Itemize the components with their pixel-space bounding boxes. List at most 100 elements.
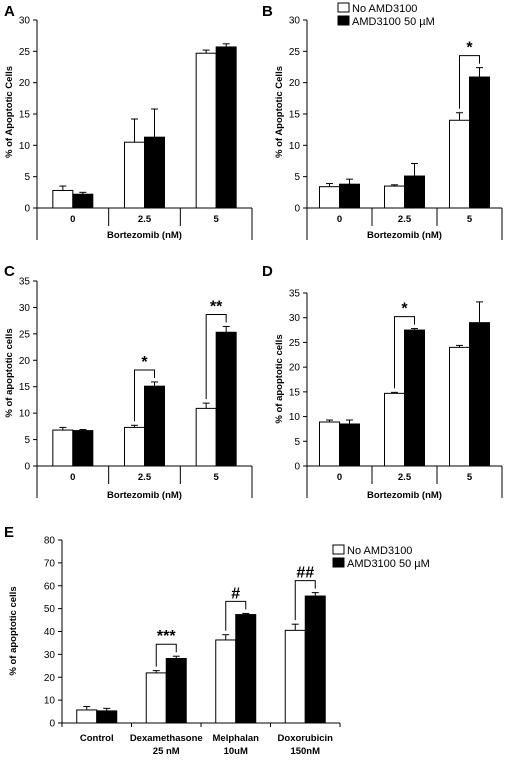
bar-no-amd	[319, 186, 340, 209]
bar-no-amd	[195, 52, 217, 209]
y-tick-label: 30	[289, 16, 301, 27]
x-category-label: 0	[70, 214, 75, 225]
y-tick-label: 15	[19, 382, 31, 393]
bar-no-amd	[52, 429, 74, 467]
y-tick-label: 10	[289, 412, 301, 423]
x-axis-title: Bortezomib (nM)	[107, 230, 182, 241]
chart-panel-c: 0 5 10 15 20 25 30 35 % of apoptotic cells 0 2.5 5 B…	[4, 277, 253, 501]
bar-amd	[72, 430, 94, 467]
panel-letter-e: E	[4, 524, 14, 541]
x-axis-title: Bortezomib (nM)	[367, 230, 442, 241]
y-tick-label: 50	[44, 604, 56, 615]
x-category-label: 2.5	[138, 214, 152, 225]
bar-no-amd	[145, 672, 167, 724]
panel-letter-b: B	[262, 3, 273, 20]
x-category-label: 25 nM	[153, 746, 180, 757]
x-category-label: 10uM	[224, 746, 248, 757]
legend-bottom: No AMD3100 AMD3100 50 µM	[332, 544, 430, 570]
y-tick-label: 70	[44, 558, 56, 569]
legend-label-amd: AMD3100 50 µM	[352, 16, 435, 28]
x-category-label: Dexamethasone	[130, 733, 203, 744]
x-category-label: 5	[467, 214, 473, 225]
y-tick-label: 0	[24, 204, 30, 215]
bar-amd	[235, 614, 257, 724]
legend-label-amd: AMD3100 50 µM	[347, 558, 430, 570]
significance-bracket	[394, 316, 415, 389]
bar-no-amd	[319, 421, 340, 467]
significance-bracket	[225, 600, 247, 631]
y-tick-label: 25	[19, 329, 31, 340]
legend-swatch-amd	[337, 15, 350, 26]
y-tick-label: 0	[294, 204, 300, 215]
y-axis-title: % of apoptotic cells	[274, 334, 285, 423]
y-axis-title: % of Apoptotic Cells	[274, 66, 285, 158]
bar-amd	[404, 175, 425, 209]
bar-no-amd	[284, 629, 306, 724]
bar-amd	[215, 46, 237, 209]
y-tick-label: 30	[19, 303, 31, 314]
y-tick-label: 25	[19, 47, 31, 58]
bar-amd	[72, 193, 94, 209]
x-category-label: 5	[467, 472, 473, 483]
legend-top: No AMD3100 AMD3100 50 µM	[337, 2, 435, 28]
bar-amd	[469, 76, 490, 209]
x-category-label: 2.5	[398, 214, 412, 225]
chart-panel-b: 0 5 10 15 20 25 30 % of Apoptotic Cells 0 2.5 5 Bor…	[274, 16, 503, 241]
y-tick-label: 0	[294, 462, 300, 473]
chart-panel-a: 0 5 10 15 20 25 30 % of Apoptotic Cells 0 2.5 5 Bor…	[4, 16, 253, 241]
bar-no-amd	[124, 426, 145, 467]
y-tick-label: 20	[289, 363, 301, 374]
bar-no-amd	[384, 185, 405, 209]
significance-bracket	[205, 313, 227, 400]
y-tick-label: 10	[289, 141, 301, 152]
x-category-label: Control	[80, 733, 114, 744]
y-tick-label: 35	[19, 277, 31, 288]
panel-letter-d: D	[262, 263, 273, 280]
y-tick-label: 15	[289, 387, 301, 398]
y-tick-label: 5	[24, 172, 30, 183]
y-tick-label: 30	[19, 16, 31, 27]
x-category-label: 0	[337, 214, 342, 225]
significance-bracket	[294, 580, 316, 621]
y-tick-label: 15	[289, 110, 301, 121]
x-category-label: Doxorubicin	[278, 733, 334, 744]
bar-no-amd	[52, 189, 74, 209]
y-axis-title: % of Apoptotic Cells	[4, 66, 15, 158]
legend-swatch-no-amd	[332, 544, 345, 555]
bar-no-amd	[215, 639, 237, 724]
y-tick-label: 25	[289, 47, 301, 58]
y-tick-label: 30	[44, 650, 56, 661]
significance-marker: ##	[296, 565, 314, 582]
x-axis-title: Bortezomib (nM)	[367, 490, 442, 501]
panel-letter-c: C	[4, 263, 15, 280]
y-tick-label: 25	[289, 338, 301, 349]
significance-bracket	[155, 643, 177, 667]
bar-amd	[165, 657, 187, 724]
y-tick-label: 5	[294, 172, 300, 183]
y-tick-label: 0	[49, 719, 55, 730]
bar-no-amd	[449, 346, 470, 467]
y-tick-label: 5	[24, 435, 30, 446]
x-category-label: Melphalan	[213, 733, 260, 744]
bar-no-amd	[76, 709, 98, 724]
chart-panel-d: 0 5 10 15 20 25 30 35 % of apoptotic cells 0 2.5 5 B…	[274, 289, 503, 501]
x-category-label: 0	[70, 472, 75, 483]
y-tick-label: 20	[19, 78, 31, 89]
y-tick-label: 10	[44, 696, 56, 707]
x-category-label: 150nM	[290, 746, 320, 757]
y-tick-label: 20	[289, 78, 301, 89]
y-axis-title: % of apoptotic cells	[4, 328, 15, 417]
y-tick-label: 20	[44, 673, 56, 684]
bar-no-amd	[124, 141, 145, 209]
bar-no-amd	[384, 392, 405, 467]
significance-marker: **	[210, 298, 223, 315]
x-category-label: 5	[214, 214, 220, 225]
bar-amd	[144, 136, 165, 209]
bar-amd	[339, 183, 360, 209]
bar-amd	[469, 322, 490, 467]
charts-container: 0 5 10 15 20 25 30 % of Apoptotic Cells 0 2.5 5 Bor…	[4, 16, 503, 757]
y-tick-label: 20	[19, 356, 31, 367]
bar-amd	[96, 710, 118, 724]
bar-amd	[339, 423, 360, 467]
